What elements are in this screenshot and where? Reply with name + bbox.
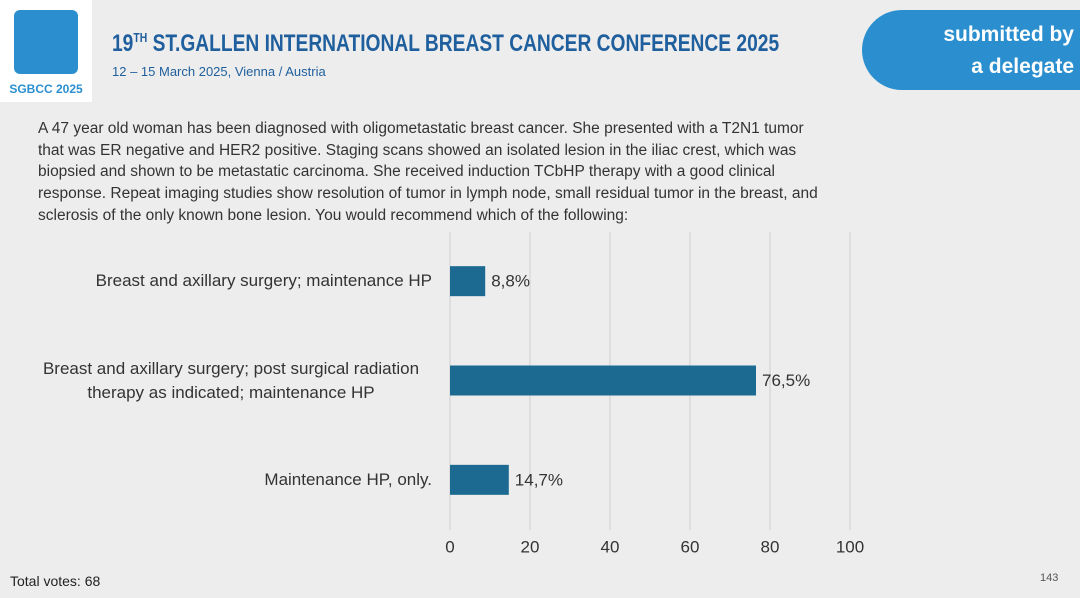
x-tick-label: 40 (601, 537, 620, 556)
logo: SGBCC 2025 (0, 0, 92, 102)
x-tick-label: 60 (681, 537, 700, 556)
question-line: sclerosis of the only known bone lesion.… (38, 206, 629, 224)
value-label: 8,8% (491, 272, 530, 291)
category-label-box: Breast and axillary surgery; maintenance… (30, 269, 432, 293)
value-label: 14,7% (515, 470, 563, 489)
question-line: A 47 year old woman has been diagnosed w… (38, 120, 804, 137)
title: 19TH ST.GALLEN INTERNATIONAL BREAST CANC… (112, 30, 779, 58)
x-tick-label: 20 (521, 537, 540, 556)
badge-line: a delegate (971, 55, 1074, 78)
title-rest: ST.GALLEN INTERNATIONAL BREAST CANCER CO… (152, 30, 780, 57)
question: A 47 year old woman has been diagnosed w… (38, 118, 818, 227)
question-line: biopsied and shown to be metastatic carc… (38, 163, 775, 181)
question-line: that was ER negative and HER2 positive. … (38, 141, 797, 159)
title-number: 19 (112, 30, 134, 57)
category-label-box: Breast and axillary surgery; post surgic… (30, 357, 432, 405)
badge-line: submitted by (943, 23, 1074, 46)
badge: submitted by a delegate (862, 10, 1080, 90)
x-tick-label: 80 (761, 537, 780, 556)
x-tick-label: 100 (836, 537, 864, 556)
category-label: Breast and axillary surgery; post surgic… (42, 358, 420, 402)
title-suffix: TH (133, 30, 148, 45)
bar (450, 266, 486, 297)
subtitle: 12 – 15 March 2025, Vienna / Austria (112, 64, 326, 79)
page-number: 143 (1040, 572, 1059, 584)
category-label: Maintenance HP, only. (264, 469, 432, 489)
bar (450, 464, 509, 495)
value-label: 76,5% (762, 371, 810, 390)
total-votes: Total votes: 68 (10, 573, 101, 589)
logo-text: SGBCC 2025 (9, 82, 83, 96)
x-tick-label: 0 (445, 537, 454, 556)
category-label-box: Maintenance HP, only. (30, 468, 432, 492)
question-line: response. Repeat imaging studies show re… (38, 185, 818, 203)
category-label: Breast and axillary surgery; maintenance… (95, 271, 432, 291)
bar (450, 365, 756, 396)
logo-mark (14, 10, 78, 74)
